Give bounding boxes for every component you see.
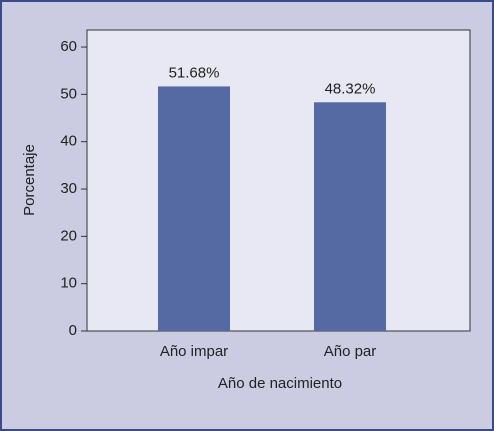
y-tick-label: 60 [60, 38, 77, 55]
y-tick-label: 40 [60, 133, 77, 150]
value-label: 48.32% [325, 80, 376, 97]
bar [314, 102, 386, 331]
y-tick-label: 10 [60, 275, 77, 292]
bar [158, 86, 230, 331]
plot-area [86, 29, 471, 332]
y-tick-label: 50 [60, 85, 77, 102]
y-tick-label: 0 [69, 322, 77, 339]
y-axis-label: Porcentaje [21, 144, 38, 216]
value-label: 51.68% [169, 64, 220, 81]
x-tick-label: Año impar [160, 343, 228, 360]
x-axis-label: Año de nacimiento [218, 375, 342, 392]
y-tick-label: 30 [60, 180, 77, 197]
y-tick-label: 20 [60, 227, 77, 244]
x-tick-label: Año par [324, 343, 377, 360]
